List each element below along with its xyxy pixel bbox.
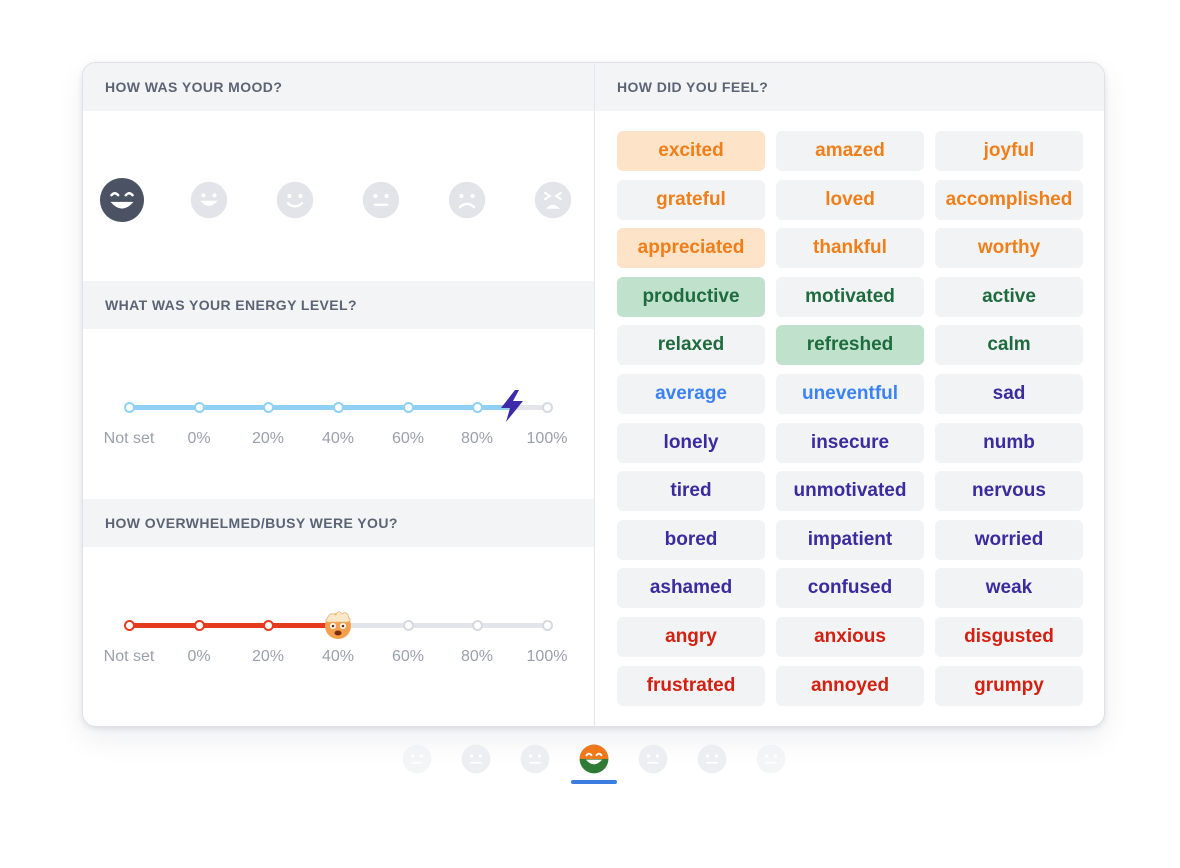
mood-journal-card: HOW WAS YOUR MOOD? WHAT WAS YOUR ENERGY … <box>82 62 1105 727</box>
mood-option-big-grin-icon[interactable] <box>99 177 145 223</box>
feeling-chip-lonely[interactable]: lonely <box>617 422 765 463</box>
feeling-chip-thankful[interactable]: thankful <box>776 228 924 269</box>
feeling-chip-numb[interactable]: numb <box>935 422 1083 463</box>
day-neutral-face-icon[interactable] <box>402 744 432 774</box>
feeling-chip-impatient[interactable]: impatient <box>776 519 924 560</box>
feeling-chip-grumpy[interactable]: grumpy <box>935 665 1083 706</box>
energy-slider[interactable]: Not set 0% 20% 40% 60% 80% 100% <box>83 329 594 499</box>
slider-stop[interactable] <box>471 402 483 413</box>
feeling-chip-ashamed[interactable]: ashamed <box>617 568 765 609</box>
feelings-section-title: HOW DID YOU FEEL? <box>595 63 1104 111</box>
slider-tick-label: 20% <box>251 430 285 447</box>
slider-tick-label: Not set <box>103 648 155 665</box>
lightning-bolt-icon[interactable] <box>496 389 528 423</box>
feeling-chip-disgusted[interactable]: disgusted <box>935 617 1083 657</box>
feeling-chip-uneventful[interactable]: uneventful <box>776 374 924 414</box>
busy-section-title: HOW OVERWHELMED/BUSY WERE YOU? <box>83 499 594 547</box>
slider-stop[interactable] <box>541 620 553 631</box>
feeling-chip-productive[interactable]: productive <box>617 276 765 317</box>
slider-tick-label: 0% <box>187 430 211 447</box>
slider-tick-label: 60% <box>391 430 425 447</box>
feeling-chip-annoyed[interactable]: annoyed <box>776 665 924 706</box>
slider-tick-label: 20% <box>251 648 285 665</box>
feeling-chip-loved[interactable]: loved <box>776 179 924 220</box>
slider-tick-label: 80% <box>460 648 494 665</box>
slider-tick-label: 0% <box>187 648 211 665</box>
active-day-indicator <box>571 780 617 784</box>
feeling-chip-active[interactable]: active <box>935 276 1083 317</box>
feeling-chip-anxious[interactable]: anxious <box>776 617 924 657</box>
feeling-chip-frustrated[interactable]: frustrated <box>617 665 765 706</box>
mood-option-grin-icon[interactable] <box>190 181 228 219</box>
slider-stop[interactable] <box>332 402 344 413</box>
feeling-chip-insecure[interactable]: insecure <box>776 422 924 463</box>
day-neutral-face-icon[interactable] <box>756 744 786 774</box>
slider-tick-label: 100% <box>526 430 568 447</box>
mood-option-smile-icon[interactable] <box>276 181 314 219</box>
slider-stop[interactable] <box>193 620 205 631</box>
day-neutral-face-icon[interactable] <box>461 744 491 774</box>
mood-option-frown-icon[interactable] <box>448 181 486 219</box>
feeling-chip-angry[interactable]: angry <box>617 617 765 657</box>
feeling-chip-worthy[interactable]: worthy <box>935 228 1083 269</box>
feeling-chip-refreshed[interactable]: refreshed <box>776 325 924 366</box>
slider-stop[interactable] <box>262 620 274 631</box>
slider-fill <box>129 405 513 410</box>
slider-tick-label: 40% <box>321 430 355 447</box>
feeling-chip-sad[interactable]: sad <box>935 374 1083 414</box>
feeling-chip-relaxed[interactable]: relaxed <box>617 325 765 366</box>
slider-fill <box>129 623 339 628</box>
slider-tick-label: 100% <box>526 648 568 665</box>
right-panel: HOW DID YOU FEEL? excited amazed joyful gra… <box>594 63 1104 726</box>
busy-slider[interactable]: Not set 0% 20% 40% 60% 80% 100% <box>83 547 594 717</box>
slider-stop[interactable] <box>402 620 414 631</box>
slider-stop[interactable] <box>193 402 205 413</box>
day-colorful-grin-icon[interactable] <box>579 744 609 774</box>
slider-stop[interactable] <box>123 402 135 413</box>
mood-option-distressed-icon[interactable] <box>534 181 572 219</box>
slider-stop[interactable] <box>541 402 553 413</box>
day-neutral-face-icon[interactable] <box>520 744 550 774</box>
feeling-chip-accomplished[interactable]: accomplished <box>935 179 1083 220</box>
feeling-chip-calm[interactable]: calm <box>935 325 1083 366</box>
feeling-chip-confused[interactable]: confused <box>776 568 924 609</box>
feeling-chip-appreciated[interactable]: appreciated <box>617 228 765 269</box>
feeling-chip-grateful[interactable]: grateful <box>617 179 765 220</box>
feeling-chip-bored[interactable]: bored <box>617 519 765 560</box>
feeling-chip-unmotivated[interactable]: unmotivated <box>776 471 924 512</box>
feeling-chip-joyful[interactable]: joyful <box>935 131 1083 171</box>
mood-selector <box>83 111 594 281</box>
slider-stop[interactable] <box>471 620 483 631</box>
mood-section-title: HOW WAS YOUR MOOD? <box>83 63 594 111</box>
slider-tick-label: 80% <box>460 430 494 447</box>
left-panel: HOW WAS YOUR MOOD? WHAT WAS YOUR ENERGY … <box>83 63 594 726</box>
slider-tick-label: 40% <box>321 648 355 665</box>
feeling-chip-tired[interactable]: tired <box>617 471 765 512</box>
day-mood-nav <box>400 740 820 790</box>
feeling-chip-weak[interactable]: weak <box>935 568 1083 609</box>
day-neutral-face-icon[interactable] <box>697 744 727 774</box>
feeling-chip-motivated[interactable]: motivated <box>776 276 924 317</box>
feeling-chip-amazed[interactable]: amazed <box>776 131 924 171</box>
feeling-chip-worried[interactable]: worried <box>935 519 1083 560</box>
feeling-chip-excited[interactable]: excited <box>617 131 765 171</box>
exploding-head-icon[interactable] <box>322 607 354 641</box>
day-neutral-face-icon[interactable] <box>638 744 668 774</box>
slider-stop[interactable] <box>262 402 274 413</box>
slider-tick-label: Not set <box>103 430 155 447</box>
slider-tick-label: 60% <box>391 648 425 665</box>
mood-option-neutral-icon[interactable] <box>362 181 400 219</box>
energy-section-title: WHAT WAS YOUR ENERGY LEVEL? <box>83 281 594 329</box>
feeling-chip-nervous[interactable]: nervous <box>935 471 1083 512</box>
feeling-chip-average[interactable]: average <box>617 374 765 414</box>
slider-stop[interactable] <box>402 402 414 413</box>
slider-stop[interactable] <box>123 620 135 631</box>
